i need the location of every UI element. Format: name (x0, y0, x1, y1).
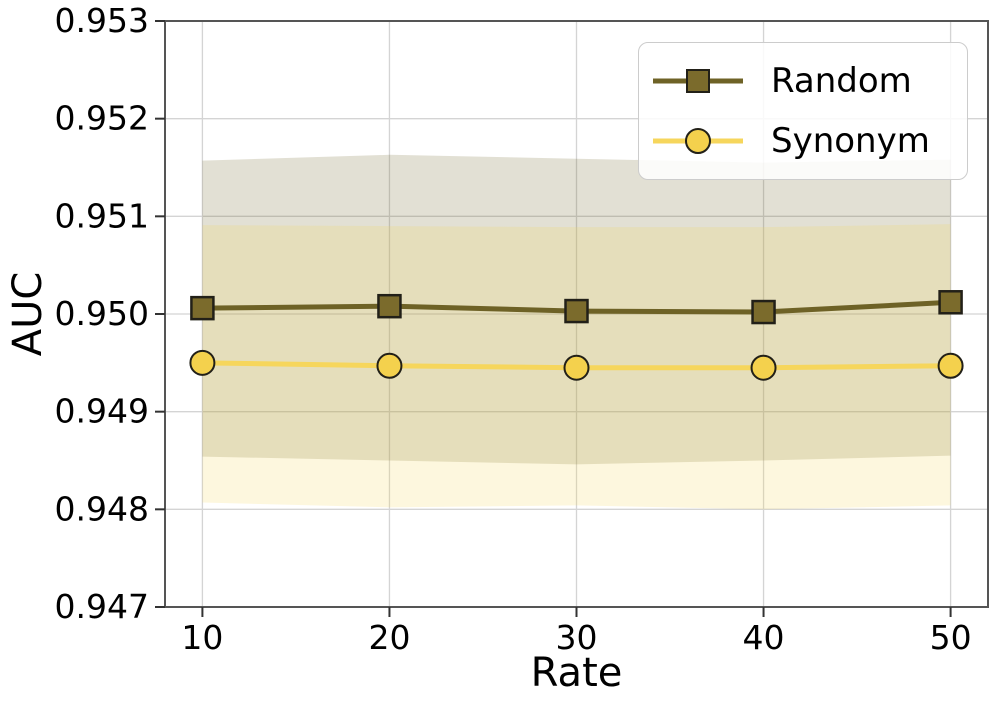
synonym-marker (750, 354, 777, 381)
x-tick-label: 50 (930, 618, 972, 657)
x-tick-label: 40 (743, 618, 785, 657)
x-tick-label: 10 (181, 618, 223, 657)
legend-item-random: Random (653, 55, 953, 107)
legend-item-synonym: Synonym (653, 115, 953, 167)
legend-label-random: Random (771, 61, 912, 101)
random-marker (938, 290, 963, 315)
y-tick-label: 0.951 (55, 196, 149, 235)
y-tick-label: 0.948 (55, 489, 149, 528)
x-tick-label: 20 (368, 618, 410, 657)
legend: Random Synonym (638, 42, 968, 180)
y-axis-label: AUC (5, 271, 51, 357)
synonym-legend-sample (653, 124, 743, 158)
random-marker (190, 295, 215, 321)
synonym-marker (376, 352, 403, 379)
random-square-marker-icon (686, 69, 710, 93)
random-marker (751, 299, 776, 325)
random-legend-sample (653, 64, 743, 98)
synonym-circle-marker-icon (685, 128, 711, 154)
y-tick-label: 0.952 (55, 99, 149, 138)
synonym-marker (937, 352, 964, 379)
synonym-marker (563, 354, 590, 381)
random-marker (564, 298, 589, 324)
x-axis-label: Rate (530, 650, 623, 696)
y-tick-label: 0.950 (55, 294, 149, 333)
random-marker (377, 293, 402, 319)
legend-label-synonym: Synonym (771, 121, 930, 161)
y-tick-label: 0.949 (55, 392, 149, 431)
y-tick-label: 0.953 (55, 1, 149, 40)
x-tick-label: 30 (556, 618, 598, 657)
y-tick-label: 0.947 (55, 587, 149, 626)
synonym-marker (189, 349, 216, 376)
